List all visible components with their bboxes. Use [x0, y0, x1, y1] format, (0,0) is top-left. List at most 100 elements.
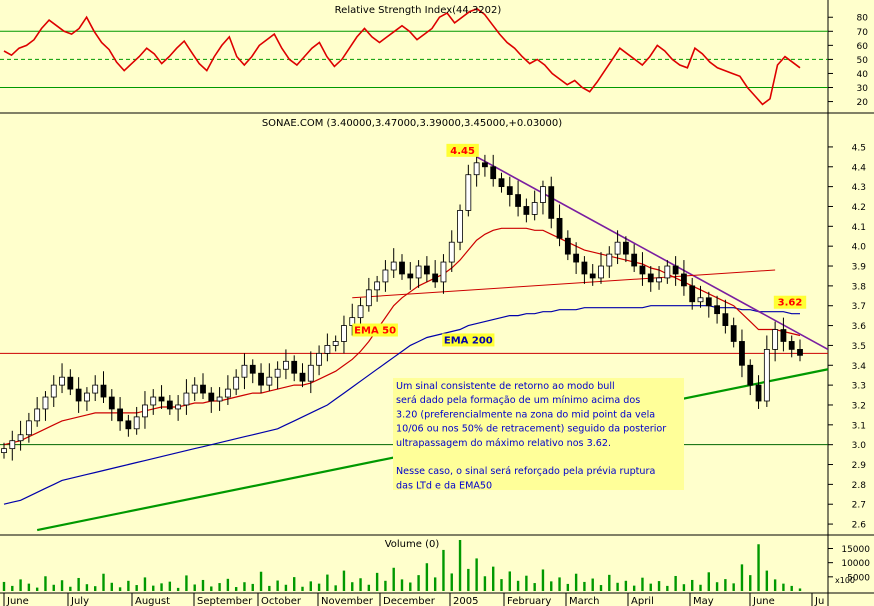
- price-candle: [606, 246, 613, 278]
- candle-body: [697, 297, 704, 303]
- volume-bar: [516, 580, 520, 591]
- volume-bar: [143, 577, 147, 591]
- candle-body: [564, 237, 571, 255]
- month-label: June: [6, 596, 29, 606]
- candle-body: [341, 325, 347, 342]
- ema200-line: [3, 305, 800, 505]
- candle-body: [540, 186, 546, 203]
- candle-body: [714, 305, 720, 315]
- price-candle: [191, 377, 198, 402]
- month-label: December: [383, 596, 436, 606]
- volume-bar: [483, 576, 487, 591]
- price-tick-label: 3.1: [852, 421, 866, 431]
- price-tick-label: 4.2: [852, 203, 866, 213]
- peak-label: 4.45: [446, 143, 479, 157]
- price-candle: [108, 389, 115, 421]
- price-candle: [797, 339, 803, 362]
- volume-bar: [152, 585, 155, 591]
- price-candle: [341, 315, 347, 354]
- candle-body: [324, 345, 331, 354]
- month-label: August: [135, 596, 170, 606]
- note-line: 3.20 (preferencialmente na zona do mid p…: [396, 409, 655, 420]
- candle-body: [34, 408, 41, 422]
- candle-body: [249, 364, 256, 374]
- price-candle: [9, 430, 16, 461]
- volume-bar: [52, 584, 55, 591]
- price-candle: [589, 264, 596, 286]
- candle-body: [357, 305, 364, 319]
- volume-bar: [268, 585, 271, 591]
- candle-body: [365, 289, 372, 307]
- volume-tick-label: 5000: [847, 573, 870, 583]
- rsi-tick-label: 40: [857, 70, 869, 80]
- price-candle: [614, 230, 621, 265]
- volume-bar: [765, 570, 769, 591]
- volume-bar: [160, 583, 163, 591]
- volume-bar: [500, 579, 503, 591]
- ema200-label-bg: [442, 333, 495, 347]
- volume-bar: [574, 573, 578, 591]
- volume-bar: [77, 577, 80, 591]
- volume-unit-label: x100: [835, 576, 855, 585]
- candle-body: [573, 253, 580, 263]
- volume-bar: [450, 573, 453, 591]
- volume-bar: [433, 577, 437, 591]
- volume-bar: [284, 584, 288, 591]
- volume-bar: [541, 569, 545, 591]
- volume-bar: [749, 575, 752, 591]
- note-line: Nesse caso, o sinal será reforçado pela …: [396, 465, 655, 477]
- volume-bar: [492, 566, 495, 591]
- price-candle: [374, 275, 381, 302]
- note-box: [393, 378, 684, 490]
- note-line: das LTd e da EMA50: [396, 480, 492, 491]
- volume-bar: [740, 564, 744, 591]
- candle-body: [689, 285, 696, 303]
- candle-body: [772, 329, 779, 350]
- candle-body: [780, 329, 787, 342]
- volume-bar: [293, 577, 296, 591]
- volume-bar: [234, 587, 238, 591]
- candle-body: [283, 360, 289, 370]
- candle-body: [606, 253, 613, 267]
- volume-bar: [193, 584, 196, 591]
- candle-body: [75, 388, 82, 402]
- volume-bar: [27, 583, 31, 591]
- month-label: June: [752, 596, 775, 606]
- candle-body: [490, 166, 497, 180]
- candle-body: [17, 434, 24, 442]
- price-candle: [423, 256, 430, 282]
- price-candle: [399, 254, 405, 280]
- price-candle: [598, 252, 604, 284]
- price-candle: [233, 369, 240, 396]
- volume-bar: [135, 585, 138, 591]
- rsi-series-line: [3, 7, 801, 106]
- candle-body: [84, 392, 90, 402]
- candle-body: [656, 277, 662, 283]
- volume-bar: [102, 573, 105, 591]
- candle-body: [614, 241, 621, 255]
- candle-body: [59, 376, 65, 386]
- volume-bar: [790, 585, 793, 591]
- volume-bar: [608, 574, 611, 591]
- candle-body: [183, 392, 190, 406]
- candle-body: [465, 174, 472, 211]
- price-chart: 4.5 4.4 4.3 4.2 4.1 4.0 3.9 3.8 3.7 3.6 3.5 3.4 3.3 3…: [0, 143, 867, 532]
- price-candle: [316, 345, 322, 376]
- volume-bar: [724, 579, 727, 591]
- volume-bar: [2, 581, 6, 591]
- volume-bar: [599, 585, 603, 591]
- price-tick-label: 4.4: [852, 163, 867, 173]
- volume-bar: [773, 579, 777, 591]
- volume-bar: [19, 579, 22, 591]
- price-candle: [482, 154, 488, 177]
- volume-bar: [699, 584, 702, 591]
- price-candle: [631, 244, 638, 272]
- volume-bar: [417, 575, 420, 591]
- rsi-tick-label: 20: [857, 98, 869, 108]
- candle-body: [1, 448, 7, 454]
- month-label: Ju: [814, 596, 824, 606]
- price-candle: [150, 389, 157, 415]
- volume-bar: [110, 582, 113, 591]
- price-candle: [357, 297, 364, 326]
- volume-bar: [550, 581, 553, 591]
